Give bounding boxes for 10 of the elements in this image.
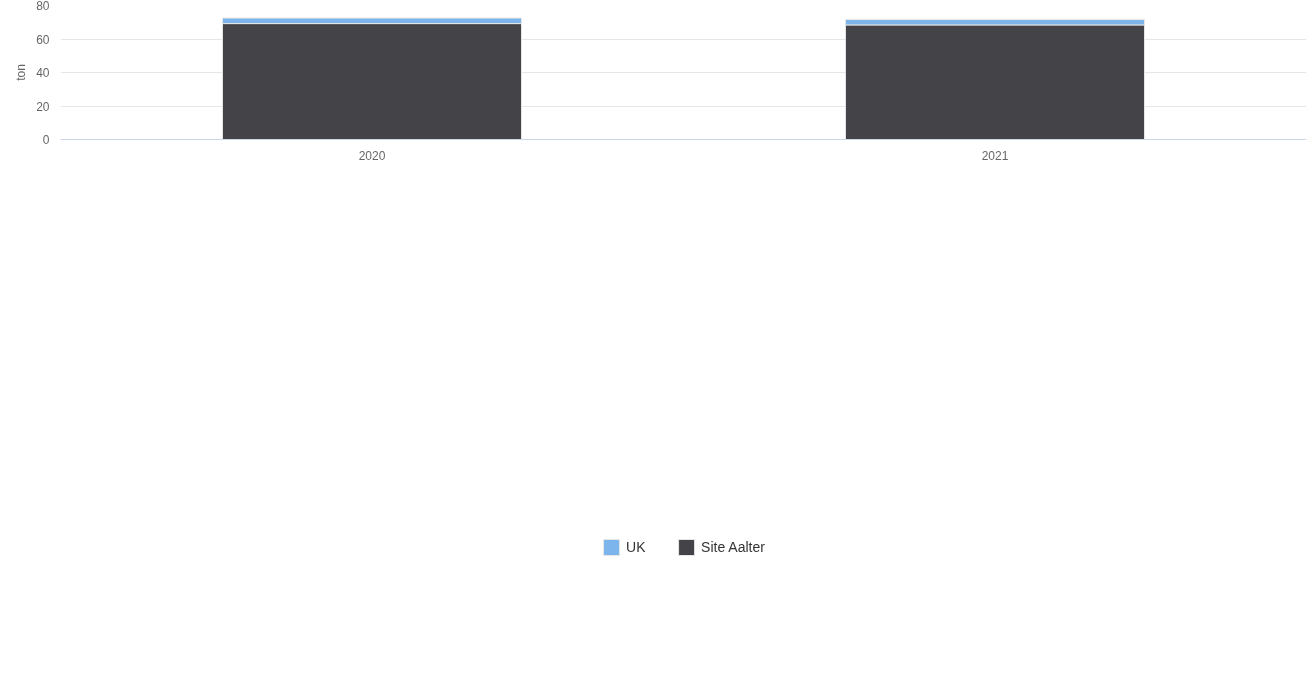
y-axis-title: ton <box>14 64 29 81</box>
y-tick-label: 20 <box>36 99 50 114</box>
x-tick-label: 2021 <box>981 148 1009 163</box>
legend-label: UK <box>626 539 647 555</box>
x-tick-label: 2020 <box>358 148 386 163</box>
y-tick-label: 80 <box>36 0 50 13</box>
y-tick-label: 0 <box>42 133 50 147</box>
y-tick-label: 60 <box>36 32 50 47</box>
legend-label: Site Aalter <box>701 539 765 555</box>
y-tick-label: 40 <box>36 66 50 80</box>
